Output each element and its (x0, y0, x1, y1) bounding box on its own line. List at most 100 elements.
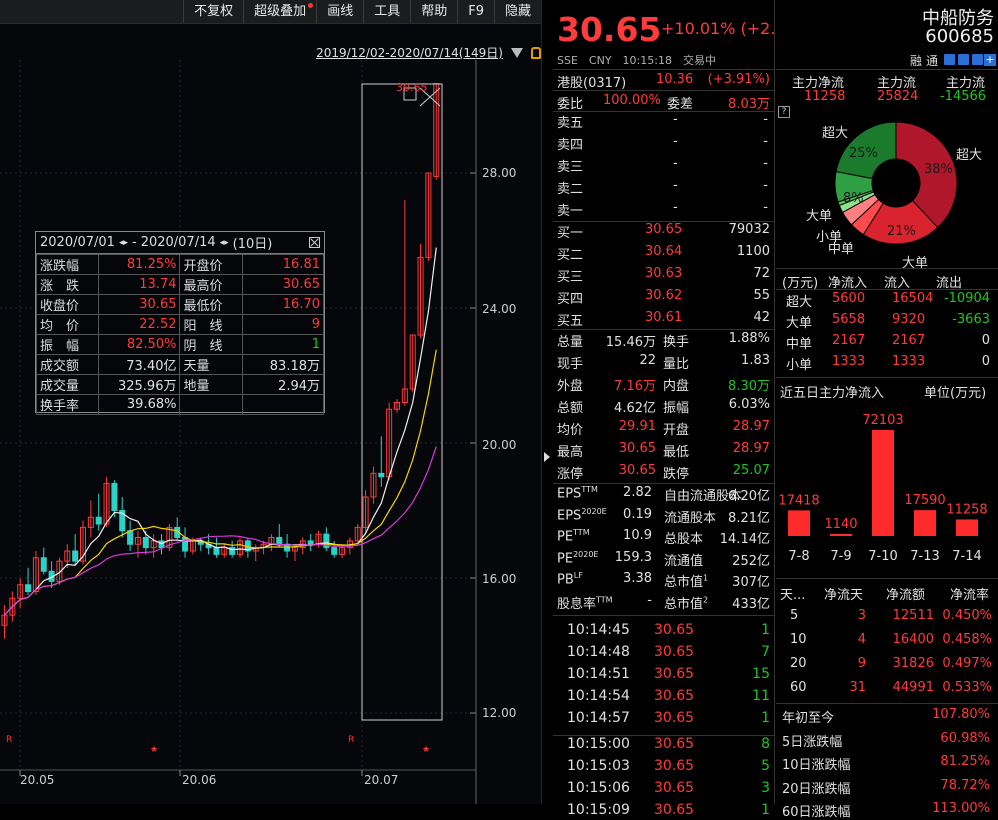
ask-price[interactable]: - (673, 178, 678, 193)
popup-label: 振 幅 (35, 334, 100, 355)
bid-price[interactable]: 30.63 (645, 266, 683, 281)
bid-volume: 42 (753, 310, 770, 325)
fundamental-label-cell: PE2020E (557, 550, 598, 566)
toolbar-help-button[interactable]: 帮助 (410, 0, 457, 23)
popup-value: 9 (241, 314, 325, 335)
five-day-title: 近五日主力净流入 (780, 386, 885, 401)
bid-price[interactable]: 30.64 (645, 244, 683, 259)
tick-price: 30.65 (654, 710, 695, 726)
candle-body (134, 537, 141, 545)
fundamental-value: 0.19 (623, 506, 652, 522)
alert-bell-icon[interactable] (958, 54, 969, 65)
candle-body (166, 526, 173, 549)
edit-icon[interactable] (944, 54, 955, 65)
popup-from-date[interactable]: 2020/07/01 (40, 235, 115, 250)
candle-body (25, 584, 32, 592)
flow-out: -3663 (952, 312, 990, 327)
dropdown-triangle-icon[interactable] (511, 47, 523, 58)
tick-price: 30.65 (654, 758, 695, 774)
popup-to-date[interactable]: 2020/07/14 (140, 235, 216, 250)
perf-value: 113.00% (932, 801, 990, 816)
days-row-count: 3 (857, 608, 866, 623)
days-row-rate: 0.458% (942, 632, 992, 647)
toolbar-hide-button[interactable]: 隐藏 (493, 0, 541, 23)
kline-chart-pane[interactable]: 不复权 超级叠加 画线 工具 帮助 F9 隐藏 2019/12/02-2020/… (0, 0, 541, 804)
ask-price[interactable]: - (673, 112, 678, 127)
y-tick-label: 24.00 (482, 302, 517, 316)
bid-volume: 79032 (728, 222, 770, 237)
toolbar-no-adjust-button[interactable]: 不复权 (183, 0, 243, 23)
panel-collapse-bar[interactable] (541, 0, 552, 804)
toolbar-f9-button[interactable]: F9 (457, 0, 494, 23)
fundamental-value: 433亿 (732, 596, 770, 612)
popup-value: 82.50% (98, 334, 181, 355)
bid-price[interactable]: 30.65 (645, 222, 683, 237)
candlestick-plot[interactable]: R ★ R ★ (0, 60, 541, 804)
chevron-right-icon[interactable] (544, 452, 550, 462)
perf-label: 5日涨跌幅 (782, 734, 843, 750)
fundamental-value: 14.14亿 (719, 532, 770, 547)
help-icon[interactable]: ? (778, 106, 790, 118)
popup-label: 最高价 (179, 274, 243, 295)
fundamental-label-cell: 股息率TTM (557, 593, 613, 611)
fundamental-label: EPS (557, 507, 582, 523)
stat-label: 最高 (557, 445, 584, 460)
quote-panel: 30.65 +10.01% (+2.79) SSE CNY 10:15:18 交… (553, 0, 802, 818)
candle-body (409, 334, 416, 390)
five-day-bar-value: 17418 (778, 493, 819, 508)
stat-label: 总量 (557, 335, 584, 350)
hk-change: (+3.91%) (707, 72, 770, 87)
hk-label[interactable]: 港股(0317) (557, 76, 627, 91)
bid-price[interactable]: 30.61 (645, 310, 683, 325)
popup-row: 涨跌幅 81.25% 开盘价 16.81 (35, 254, 325, 275)
close-icon[interactable] (309, 237, 320, 248)
flow-net: 5658 (832, 312, 866, 327)
toolbar-draw-button[interactable]: 画线 (316, 0, 363, 23)
bid-price[interactable]: 30.62 (645, 288, 683, 303)
bid-level-label: 买三 (557, 270, 584, 285)
moving-average-lines (4, 247, 437, 616)
add-watchlist-icon[interactable]: + (984, 53, 996, 66)
ask-price[interactable]: - (673, 156, 678, 171)
candle-body (401, 388, 408, 403)
toolbar-label: 帮助 (421, 4, 448, 19)
stat-value: 28.97 (732, 441, 770, 456)
flow-net: 5600 (832, 291, 866, 306)
ask-volume: - (763, 134, 768, 149)
toolbar-label: 隐藏 (504, 4, 531, 19)
five-day-bar (872, 430, 894, 536)
flow-in: 16504 (892, 291, 934, 306)
fundamental-label-cell: PBLF (557, 571, 583, 587)
ask-price[interactable]: - (673, 200, 678, 215)
lock-icon[interactable] (531, 46, 541, 59)
tick-price: 30.65 (654, 688, 695, 704)
ask-level-label: 卖五 (557, 116, 584, 131)
candle-body (150, 540, 157, 549)
pie-pct-21: 21% (887, 224, 916, 239)
stat-value: 7.16万 (614, 379, 656, 394)
x-tick-label: 20.06 (182, 773, 217, 787)
stat-label: 换手 (663, 335, 690, 350)
date-range-selector[interactable]: 2019/12/02-2020/07/14(149日) (316, 44, 541, 61)
popup-label: 均 价 (35, 314, 100, 335)
five-day-unit: 单位(万元) (924, 386, 987, 401)
left-right-arrow-icon[interactable]: ◂▸ (219, 237, 229, 248)
popup-value: 30.65 (241, 274, 325, 295)
ask-price[interactable]: - (673, 134, 678, 149)
toolbar-super-overlay-button[interactable]: 超级叠加 (243, 0, 316, 23)
flow-in: 1333 (892, 354, 926, 369)
fundamental-label: 流通值 (664, 553, 704, 569)
popup-days: (10日) (232, 237, 273, 252)
main-net-flow: 11258 (804, 89, 846, 104)
toolbar-tools-button[interactable]: 工具 (363, 0, 410, 23)
candle-body (307, 540, 314, 545)
fundamental-label-suffix: 2020E (581, 506, 607, 516)
tick-price: 30.65 (654, 666, 695, 682)
left-right-arrow-icon[interactable]: ◂▸ (118, 237, 128, 248)
popup-value: 22.52 (98, 314, 181, 335)
perf-label: 10日涨跌幅 (782, 758, 851, 773)
stat-value: 29.91 (618, 419, 656, 434)
lock-icon[interactable] (972, 54, 983, 65)
